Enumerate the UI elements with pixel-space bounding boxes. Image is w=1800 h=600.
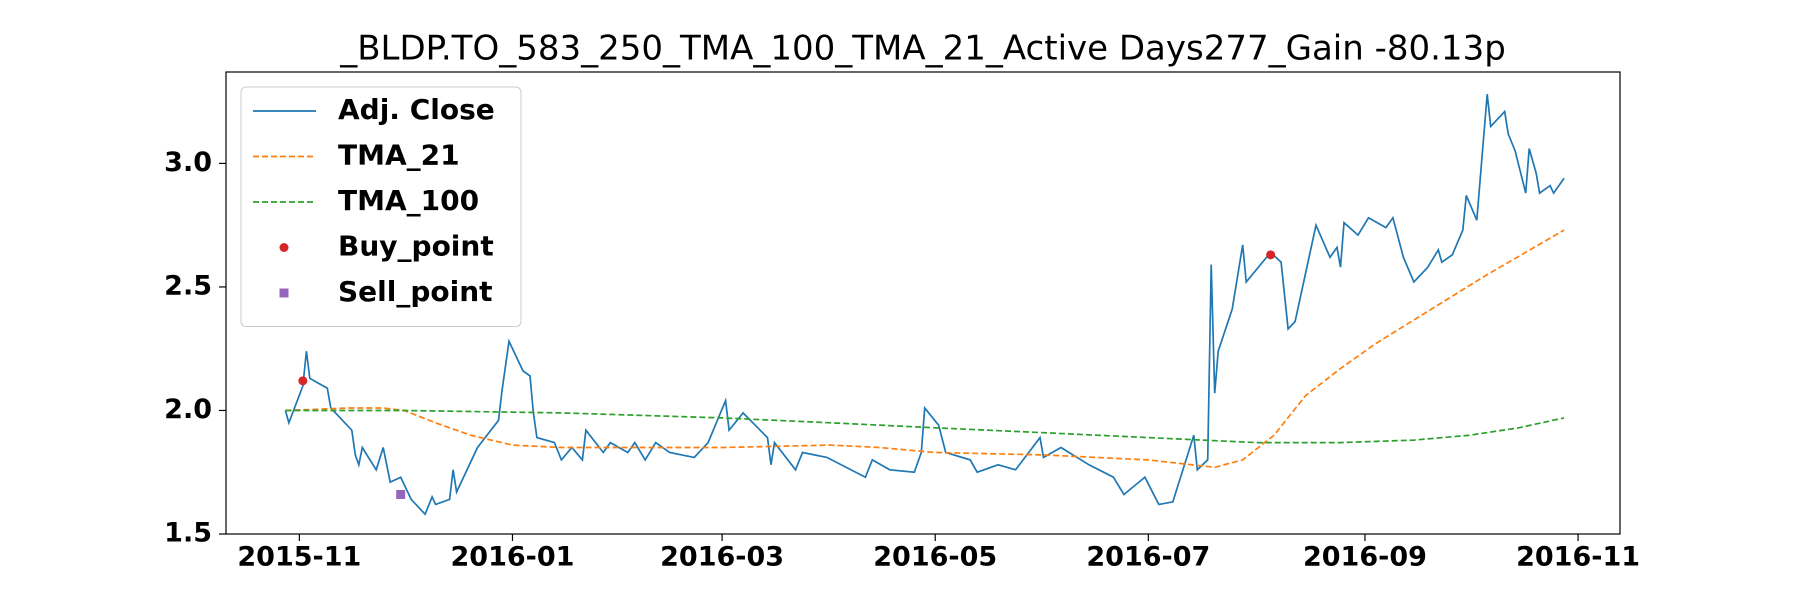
y-tick-label: 2.0 (164, 394, 212, 425)
point-marker (1266, 250, 1276, 260)
legend-box (240, 86, 522, 327)
legend-label: TMA_21 (338, 139, 460, 172)
legend-label: TMA_100 (338, 184, 479, 217)
plot-frame (225, 71, 1621, 535)
x-tick-label: 2016-11 (1516, 542, 1640, 573)
x-tick-label: 2016-05 (873, 542, 997, 573)
x-tick-label: 2016-03 (660, 542, 784, 573)
legend-label: Sell_point (338, 275, 493, 308)
point-marker (396, 489, 406, 499)
series-line (284, 94, 1565, 516)
x-tick-label: 2015-11 (237, 542, 361, 573)
y-tick-label: 3.0 (164, 147, 212, 178)
chart-title: _BLDP.TO_583_250_TMA_100_TMA_21_Active D… (339, 29, 1506, 69)
legend-swatch (279, 243, 289, 252)
x-tick-label: 2016-07 (1086, 542, 1210, 573)
legend-label: Adj. Close (338, 93, 495, 126)
series-line (285, 229, 1565, 469)
legend-swatch (279, 288, 289, 298)
point-marker (298, 376, 308, 386)
series-line (285, 409, 1565, 444)
x-tick-label: 2016-09 (1303, 542, 1427, 573)
legend-label: Buy_point (338, 230, 494, 263)
y-tick-label: 1.5 (164, 518, 212, 549)
y-tick-label: 2.5 (164, 270, 212, 301)
x-tick-label: 2016-01 (451, 542, 575, 573)
